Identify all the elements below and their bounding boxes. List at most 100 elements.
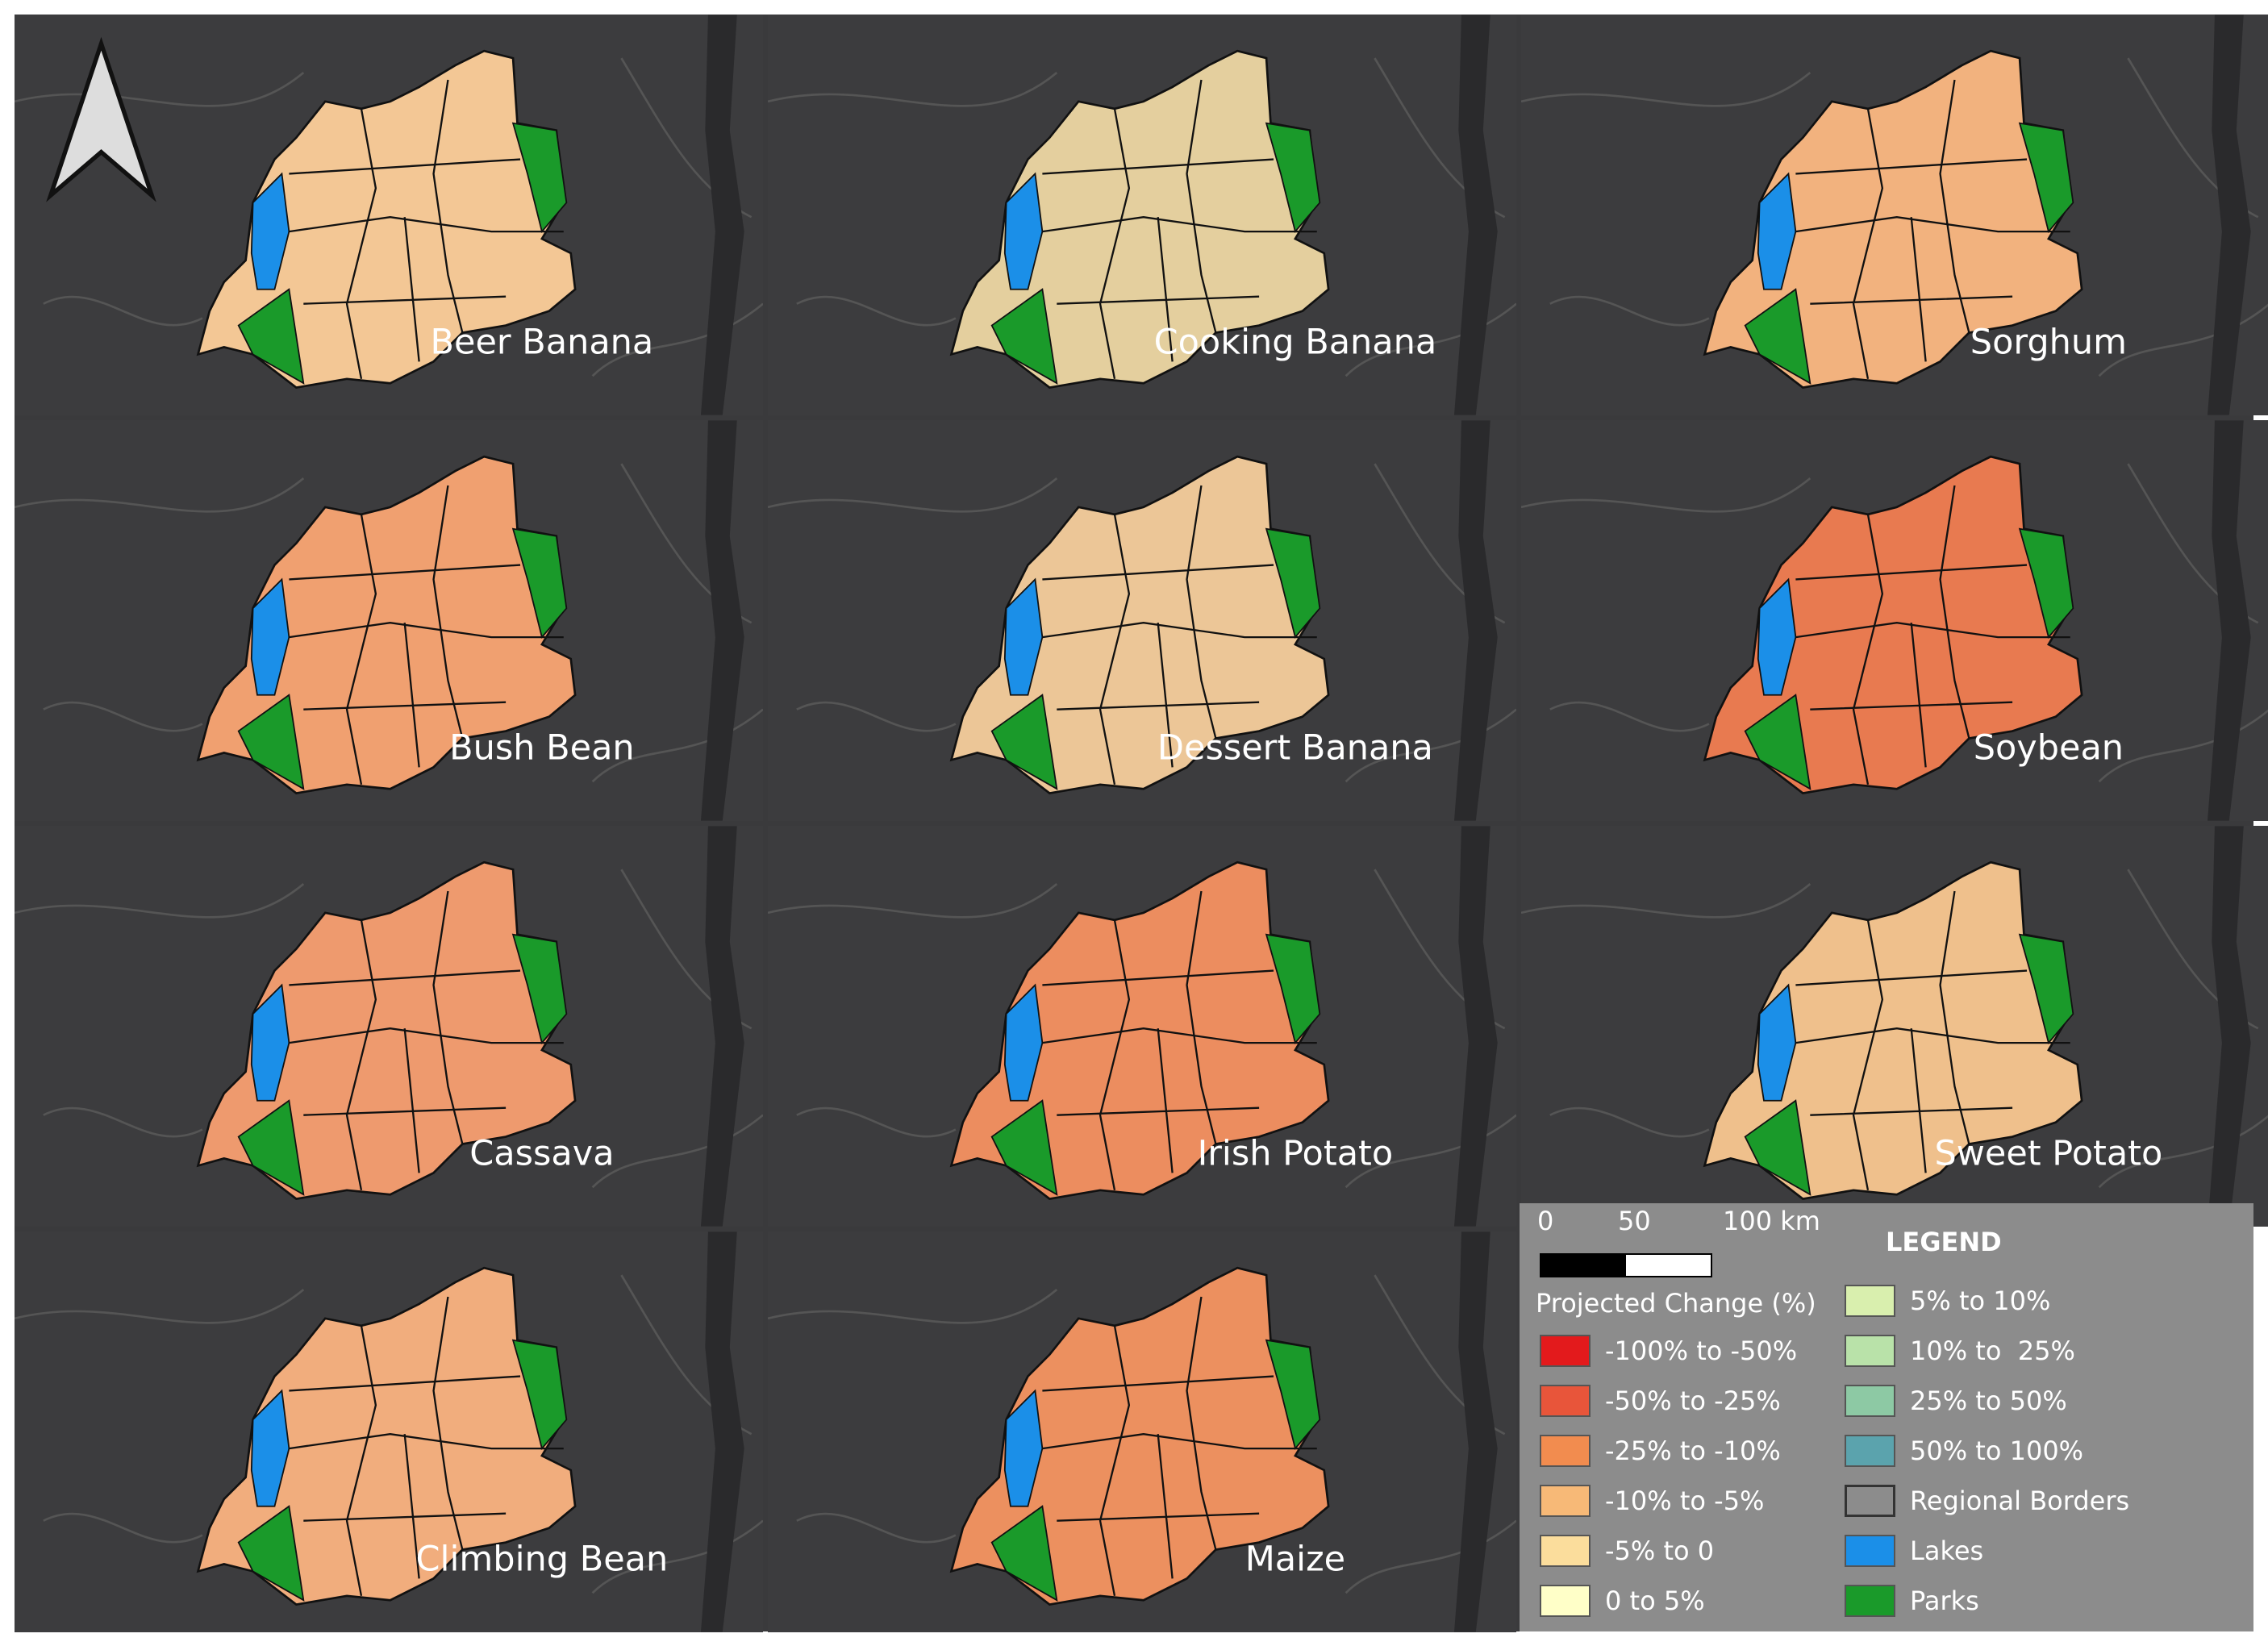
map: Bush Bean xyxy=(15,420,763,821)
legend-label: Lakes xyxy=(1910,1536,1984,1566)
background-road xyxy=(768,57,1516,377)
legend-swatch xyxy=(1845,1535,1895,1567)
park xyxy=(1265,1339,1321,1451)
map-panel: Maize xyxy=(768,1231,1516,1632)
panel-label: Dessert Banana xyxy=(1157,727,1433,768)
legend-swatch xyxy=(1540,1385,1591,1417)
map-panel: Sorghum xyxy=(1521,15,2268,415)
legend-swatch xyxy=(1845,1435,1895,1467)
map-panel: Beer Banana xyxy=(15,15,763,415)
park xyxy=(1744,288,1811,385)
background-road xyxy=(1521,57,2268,377)
panel-label: Cassava xyxy=(469,1133,614,1173)
north-arrow xyxy=(46,36,156,202)
panel-label: Soybean xyxy=(1974,727,2124,768)
park xyxy=(990,288,1058,385)
regional-borders xyxy=(1795,485,2070,785)
map-panel: Sweet Potato xyxy=(1521,826,2268,1227)
park xyxy=(237,288,305,385)
map: Sorghum xyxy=(1521,15,2268,415)
regional-borders xyxy=(289,485,564,785)
background-road xyxy=(15,57,763,377)
map-panel: Irish Potato xyxy=(768,826,1516,1227)
legend-label: Regional Borders xyxy=(1910,1486,2130,1516)
map-panel: Cassava xyxy=(15,826,763,1227)
background-road xyxy=(768,1274,1516,1594)
panel-label: Sorghum xyxy=(1970,322,2127,362)
regional-borders xyxy=(289,1296,564,1597)
park xyxy=(237,1099,305,1196)
legend-label: Parks xyxy=(1910,1586,1979,1616)
panel-label: Maize xyxy=(1245,1539,1345,1579)
scale-label: 100 km xyxy=(1723,1206,1820,1236)
lake-tanganyika-edge xyxy=(700,826,744,1227)
legend-label: 25% to 50% xyxy=(1910,1386,2067,1416)
park xyxy=(511,527,568,640)
lake-tanganyika-edge xyxy=(2207,15,2251,415)
legend-label: -25% to -10% xyxy=(1605,1436,1781,1466)
regional-borders xyxy=(1042,890,1317,1191)
lake xyxy=(1003,983,1044,1102)
park xyxy=(2018,527,2074,640)
legend-swatch xyxy=(1845,1335,1895,1367)
legend-label: -100% to -50% xyxy=(1605,1336,1798,1366)
park xyxy=(237,694,305,790)
panel-label: Cooking Banana xyxy=(1154,322,1437,362)
map: Dessert Banana xyxy=(768,420,1516,821)
scale-label: 0 xyxy=(1537,1206,1554,1236)
park xyxy=(1265,122,1321,234)
lake xyxy=(1757,172,1797,290)
scale-bar xyxy=(1540,1253,1628,1277)
background-road xyxy=(768,463,1516,783)
legend-label: 10% to 25% xyxy=(1910,1336,2075,1366)
legend-swatch xyxy=(1540,1335,1591,1367)
panel-label: Climbing Bean xyxy=(416,1539,669,1579)
park xyxy=(237,1505,305,1602)
legend-label: -50% to -25% xyxy=(1605,1386,1781,1416)
lake-tanganyika-edge xyxy=(700,1231,744,1632)
legend-label: -5% to 0 xyxy=(1605,1536,1715,1566)
background-road xyxy=(1521,463,2268,783)
legend-swatch xyxy=(1540,1535,1591,1567)
legend: 0 50 100 km LEGEND Projected Change (%) … xyxy=(1520,1203,2253,1631)
map: Cassava xyxy=(15,826,763,1227)
legend-swatch xyxy=(1845,1485,1895,1517)
park xyxy=(2018,122,2074,234)
lake xyxy=(250,577,290,696)
park xyxy=(511,122,568,234)
panel-label: Sweet Potato xyxy=(1934,1133,2162,1173)
legend-label: 5% to 10% xyxy=(1910,1286,2051,1316)
regional-borders xyxy=(1042,485,1317,785)
lake-tanganyika-edge xyxy=(1453,420,1498,821)
lake-tanganyika-edge xyxy=(1453,1231,1498,1632)
lake xyxy=(250,172,290,290)
lake-tanganyika-edge xyxy=(1453,826,1498,1227)
regional-borders xyxy=(1042,79,1317,380)
lake xyxy=(1003,1389,1044,1507)
lake-tanganyika-edge xyxy=(2207,420,2251,821)
map: Soybean xyxy=(1521,420,2268,821)
park xyxy=(1265,527,1321,640)
lake xyxy=(250,1389,290,1507)
background-road xyxy=(15,869,763,1189)
legend-subtitle: Projected Change (%) xyxy=(1536,1288,1816,1319)
lake xyxy=(250,983,290,1102)
legend-swatch xyxy=(1540,1485,1591,1517)
regional-borders xyxy=(289,890,564,1191)
park xyxy=(511,1339,568,1451)
lake-tanganyika-edge xyxy=(700,15,744,415)
background-road xyxy=(15,1274,763,1594)
map: Cooking Banana xyxy=(768,15,1516,415)
lake xyxy=(1003,172,1044,290)
park xyxy=(990,1099,1058,1196)
park xyxy=(990,1505,1058,1602)
legend-title: LEGEND xyxy=(1886,1227,2002,1257)
regional-borders xyxy=(1795,79,2070,380)
background-road xyxy=(15,463,763,783)
map-panel: Climbing Bean xyxy=(15,1231,763,1632)
lake xyxy=(1757,983,1797,1102)
park xyxy=(1265,933,1321,1045)
background-road xyxy=(768,869,1516,1189)
park xyxy=(511,933,568,1045)
legend-swatch xyxy=(1540,1435,1591,1467)
